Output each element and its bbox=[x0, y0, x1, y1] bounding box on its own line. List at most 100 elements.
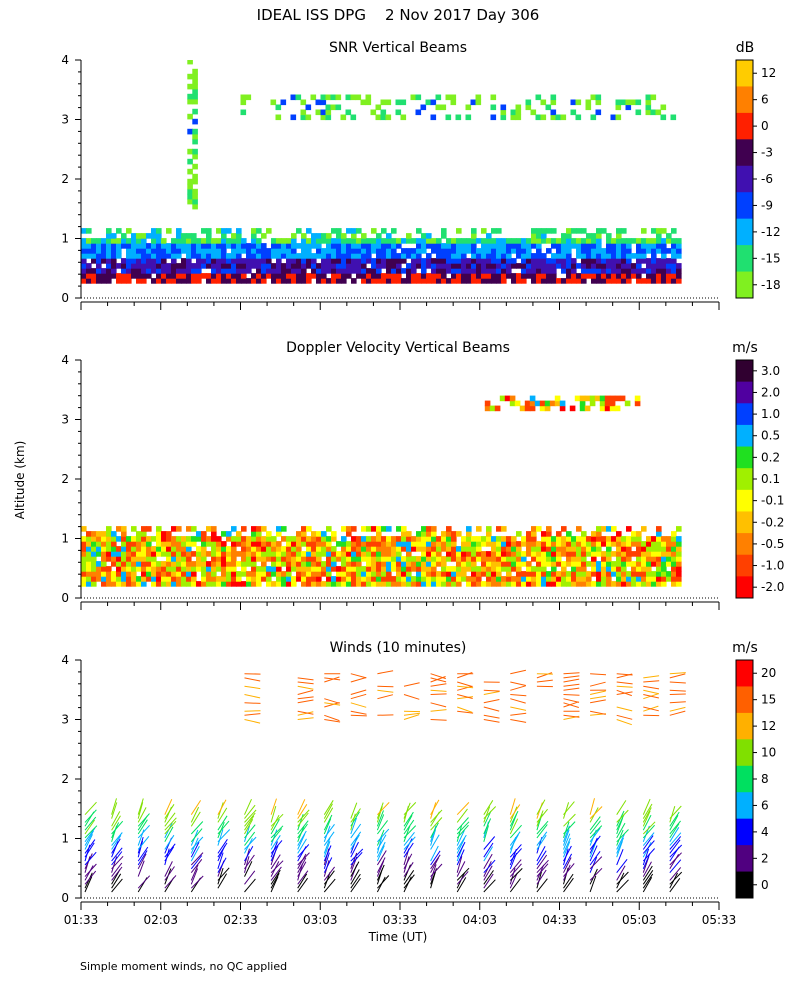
field-cell bbox=[656, 546, 662, 552]
wind-barb bbox=[456, 837, 466, 854]
field-cell bbox=[645, 99, 652, 106]
field-cell bbox=[466, 531, 472, 537]
wind-barb bbox=[217, 842, 228, 858]
field-cell bbox=[646, 546, 652, 552]
field-cell bbox=[221, 268, 227, 274]
wind-barb bbox=[456, 856, 463, 873]
field-cell bbox=[461, 238, 467, 244]
field-cell bbox=[331, 263, 337, 269]
wind-barb bbox=[483, 836, 496, 850]
field-cell bbox=[176, 268, 182, 274]
field-cell bbox=[601, 576, 607, 582]
field-cell bbox=[381, 258, 387, 264]
field-cell bbox=[611, 253, 617, 259]
wind-barb bbox=[350, 834, 360, 850]
field-cell bbox=[666, 263, 672, 269]
field-cell bbox=[616, 278, 622, 284]
field-cell bbox=[286, 278, 292, 284]
colorbar-swatch bbox=[736, 533, 753, 556]
wind-barb bbox=[323, 837, 331, 854]
field-cell bbox=[381, 228, 387, 234]
field-cell bbox=[261, 273, 267, 279]
field-cell bbox=[301, 248, 307, 254]
snr-title: SNR Vertical Beams bbox=[329, 40, 467, 56]
field-cell bbox=[546, 278, 552, 284]
field-cell bbox=[116, 263, 122, 269]
field-cell bbox=[226, 551, 232, 557]
field-cell bbox=[431, 238, 437, 244]
field-cell bbox=[536, 576, 542, 582]
field-cell bbox=[166, 253, 172, 259]
wind-barb bbox=[589, 837, 598, 854]
field-cell bbox=[500, 109, 507, 116]
field-cell bbox=[181, 571, 187, 577]
field-cell bbox=[660, 114, 667, 121]
field-cell bbox=[396, 546, 402, 552]
field-cell bbox=[391, 238, 397, 244]
field-cell bbox=[111, 571, 117, 577]
field-cell bbox=[106, 228, 112, 234]
field-cell bbox=[510, 109, 517, 116]
field-cell bbox=[676, 561, 682, 567]
field-cell bbox=[187, 93, 193, 100]
field-cell bbox=[187, 188, 193, 195]
colorbar-label: 12 bbox=[761, 719, 776, 733]
field-cell bbox=[386, 273, 392, 279]
field-cell bbox=[566, 551, 572, 557]
field-cell bbox=[496, 238, 502, 244]
wind-barb bbox=[483, 873, 494, 889]
field-cell bbox=[661, 556, 667, 562]
colorbar-swatch bbox=[736, 712, 753, 740]
field-cell bbox=[391, 561, 397, 567]
field-cell bbox=[421, 268, 427, 274]
field-cell bbox=[91, 273, 97, 279]
field-cell bbox=[325, 94, 332, 101]
field-cell bbox=[226, 536, 232, 542]
field-cell bbox=[461, 263, 467, 269]
field-cell bbox=[336, 258, 342, 264]
field-cell bbox=[546, 561, 552, 567]
field-cell bbox=[486, 581, 492, 587]
field-cell bbox=[616, 561, 622, 567]
field-cell bbox=[484, 405, 491, 412]
field-cell bbox=[376, 551, 382, 557]
field-cell bbox=[381, 546, 387, 552]
wind-barb bbox=[510, 719, 527, 723]
colorbar-swatch bbox=[736, 686, 753, 714]
wind-barb bbox=[323, 852, 330, 869]
wind-barb bbox=[456, 871, 469, 885]
field-cell bbox=[241, 581, 247, 587]
field-cell bbox=[311, 541, 317, 547]
field-cell bbox=[616, 268, 622, 274]
field-cell bbox=[316, 278, 322, 284]
field-cell bbox=[581, 273, 587, 279]
wind-barb bbox=[430, 864, 437, 881]
field-cell bbox=[466, 248, 472, 254]
field-cell bbox=[226, 268, 232, 274]
field-cell bbox=[376, 273, 382, 279]
field-cell bbox=[436, 561, 442, 567]
field-cell bbox=[611, 566, 617, 572]
field-cell bbox=[591, 531, 597, 537]
field-cell bbox=[494, 405, 501, 412]
field-cell bbox=[291, 551, 297, 557]
field-cell bbox=[601, 278, 607, 284]
field-cell bbox=[609, 395, 616, 402]
field-cell bbox=[656, 526, 662, 532]
field-cell bbox=[676, 581, 682, 587]
field-cell bbox=[566, 263, 572, 269]
field-cell bbox=[381, 263, 387, 269]
field-cell bbox=[86, 551, 92, 557]
wind-barb bbox=[376, 834, 387, 850]
field-cell bbox=[271, 561, 277, 567]
wind-barb bbox=[84, 870, 97, 885]
field-cell bbox=[91, 248, 97, 254]
field-cell bbox=[486, 561, 492, 567]
field-cell bbox=[141, 258, 147, 264]
field-cell bbox=[626, 278, 632, 284]
field-cell bbox=[621, 541, 627, 547]
field-cell bbox=[626, 238, 632, 244]
field-cell bbox=[286, 248, 292, 254]
field-cell bbox=[506, 258, 512, 264]
field-cell bbox=[331, 581, 337, 587]
